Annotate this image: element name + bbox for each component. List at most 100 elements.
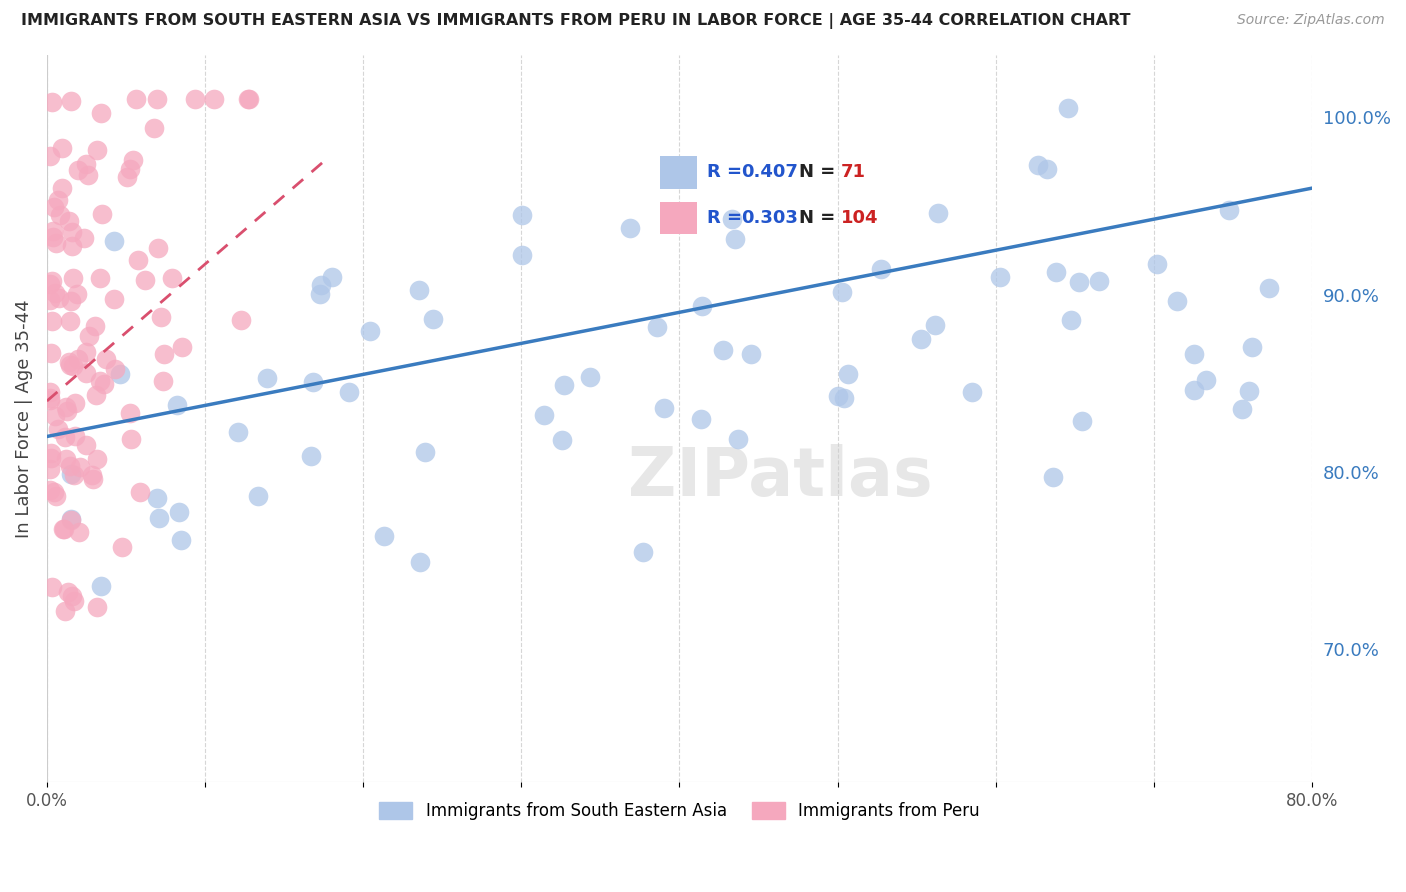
Point [59, 314, 82, 328]
Point [39, 293, 62, 308]
Point [619, 220, 641, 235]
Point [67, 163, 90, 178]
Text: Source: ZipAtlas.com: Source: ZipAtlas.com [1237, 13, 1385, 28]
Point [1035, 161, 1057, 176]
Point [60, 590, 83, 604]
Point [960, 384, 983, 399]
Point [690, 411, 713, 425]
Point [44, 485, 66, 500]
Point [337, 385, 360, 400]
Point [115, 169, 138, 184]
Point [42, 224, 65, 238]
Text: N =: N = [799, 209, 835, 227]
Point [75, 438, 97, 452]
Point [309, 278, 332, 293]
Point [55, 451, 77, 466]
Point [59, 467, 82, 481]
Point [690, 299, 713, 313]
Point [553, 377, 575, 392]
Point [202, 93, 225, 107]
Point [89, 271, 111, 285]
Point [60, 293, 83, 308]
Point [77, 168, 100, 182]
Point [44, 285, 66, 300]
Point [82, 472, 104, 486]
Point [988, 270, 1011, 285]
Point [53, 430, 76, 444]
Point [413, 444, 436, 458]
Text: R =: R = [707, 209, 748, 227]
Point [48, 193, 70, 207]
Text: 0.303: 0.303 [741, 209, 799, 227]
Point [150, 310, 173, 325]
Point [129, 484, 152, 499]
Point [39, 445, 62, 459]
Point [86, 600, 108, 615]
Point [167, 505, 190, 519]
Point [359, 324, 381, 338]
Point [93, 376, 115, 391]
Point [1045, 265, 1067, 279]
Point [63, 468, 86, 483]
Point [148, 241, 170, 255]
Point [53, 604, 76, 618]
Point [75, 366, 97, 380]
Point [152, 374, 174, 388]
Point [301, 375, 323, 389]
Point [134, 273, 156, 287]
Point [41, 95, 63, 109]
Point [41, 274, 63, 288]
Point [166, 398, 188, 412]
Point [837, 368, 859, 382]
Point [1071, 414, 1094, 428]
Point [408, 555, 430, 569]
Point [39, 149, 62, 163]
Point [41, 229, 63, 244]
Point [827, 389, 849, 403]
Point [48, 208, 70, 222]
Point [422, 311, 444, 326]
Point [299, 449, 322, 463]
Point [510, 248, 533, 262]
Point [80, 468, 103, 483]
Point [59, 358, 82, 372]
Point [39, 461, 62, 475]
Point [727, 432, 749, 446]
Point [41, 314, 63, 328]
Point [66, 287, 89, 301]
Y-axis label: In Labor Force | Age 35-44: In Labor Force | Age 35-44 [15, 300, 32, 538]
Point [831, 285, 853, 299]
Point [146, 491, 169, 506]
Point [551, 433, 574, 447]
Point [870, 262, 893, 277]
Point [654, 401, 676, 415]
Point [160, 271, 183, 285]
Point [89, 374, 111, 388]
Point [720, 212, 742, 227]
Point [60, 511, 83, 525]
Point [46, 422, 69, 436]
Point [63, 593, 86, 607]
Point [55, 400, 77, 414]
Point [172, 340, 194, 354]
Point [86, 143, 108, 157]
Point [256, 371, 278, 385]
Point [76, 344, 98, 359]
Point [1218, 202, 1240, 217]
Point [52, 522, 75, 536]
Point [1240, 340, 1263, 354]
Point [631, 544, 654, 558]
Point [142, 121, 165, 136]
Point [924, 318, 946, 332]
Text: N =: N = [799, 162, 835, 181]
Point [62, 359, 84, 374]
Point [67, 524, 90, 539]
Point [58, 214, 80, 228]
Point [127, 252, 149, 267]
Point [59, 459, 82, 474]
Point [103, 293, 125, 307]
Point [1182, 347, 1205, 361]
Point [533, 408, 555, 422]
Point [120, 432, 142, 446]
Point [39, 277, 62, 291]
